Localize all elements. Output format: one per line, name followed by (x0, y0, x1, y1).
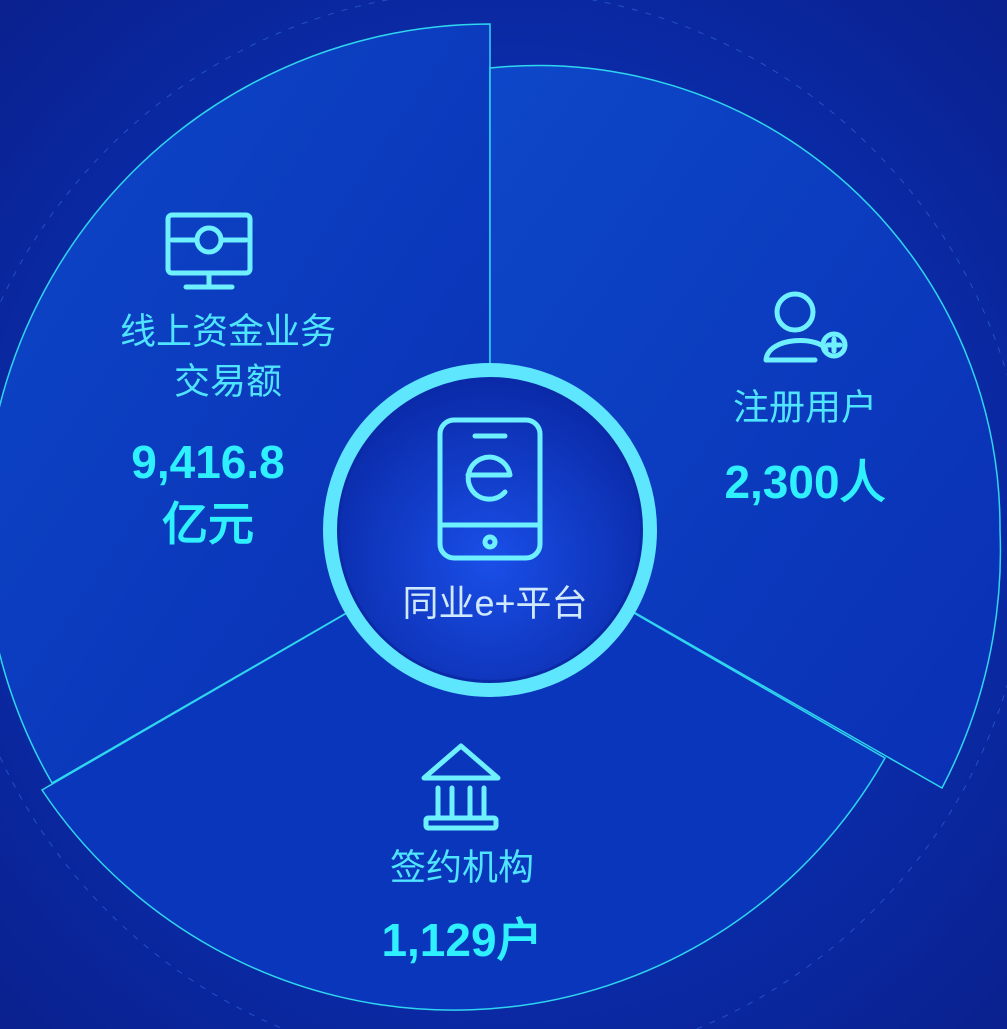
segment-value: 9,416.8 (131, 436, 284, 488)
segment-label: 注册用户 (733, 387, 877, 428)
center-disc (340, 380, 640, 680)
bank-icon (421, 743, 501, 831)
sector-right (489, 64, 1002, 790)
segment-label: 签约机构 (390, 847, 534, 888)
segment-label: 交易额 (174, 361, 282, 402)
segment-value: 亿元 (162, 498, 254, 550)
segment-label: 线上资金业务 (120, 311, 336, 352)
phone-icon (437, 417, 543, 561)
segment-value: 2,300人 (724, 456, 885, 508)
user-icon (763, 291, 848, 363)
monitor-icon (165, 212, 253, 290)
center-label: 同业e+平台 (402, 583, 587, 624)
segment-value: 1,129户 (381, 914, 542, 966)
sector-bottom (40, 529, 887, 1011)
